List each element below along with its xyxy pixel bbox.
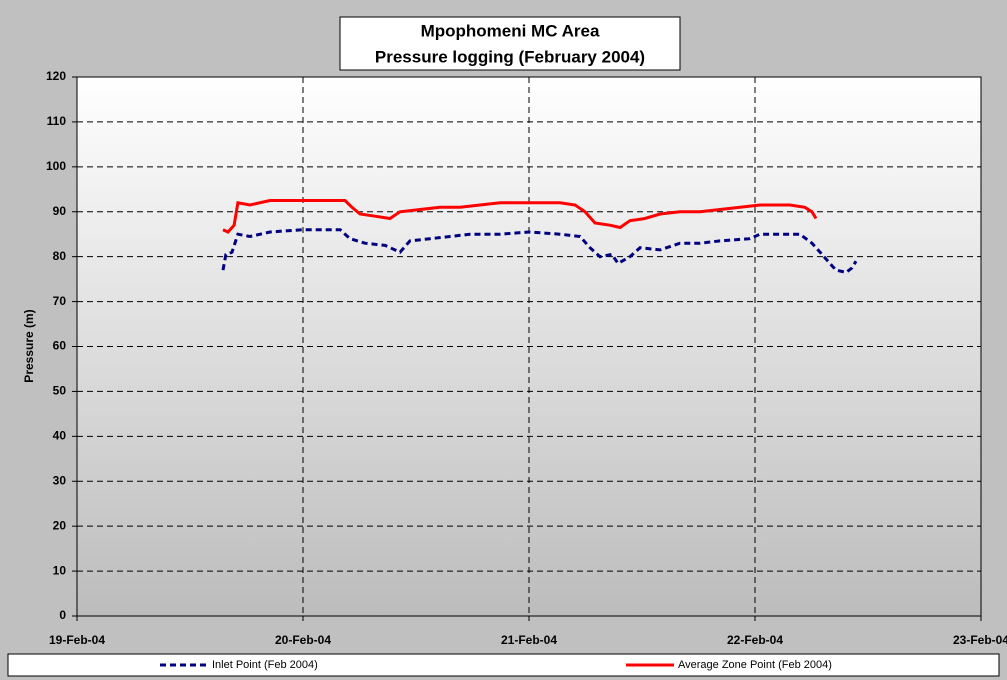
y-tick-label: 120 (46, 69, 66, 83)
chart-subtitle: Pressure logging (February 2004) (375, 47, 645, 66)
y-tick-label: 0 (59, 608, 66, 622)
title-box (339, 16, 681, 71)
legend-label: Average Zone Point (Feb 2004) (678, 659, 832, 671)
y-tick-label: 110 (47, 114, 67, 128)
y-tick-label: 20 (53, 518, 67, 532)
x-tick-label: 19-Feb-04 (49, 633, 105, 647)
y-tick-label: 30 (53, 473, 67, 487)
x-tick-label: 21-Feb-04 (501, 633, 557, 647)
y-tick-label: 50 (53, 384, 67, 398)
series-line (222, 199, 818, 234)
y-tick-label: 90 (53, 204, 67, 218)
y-tick-label: 60 (53, 339, 67, 353)
y-tick-label: 70 (53, 294, 67, 308)
chart-title: Mpophomeni MC Area (421, 21, 600, 40)
legend-label: Inlet Point (Feb 2004) (212, 659, 318, 671)
y-tick-label: 80 (53, 249, 67, 263)
y-axis-label: Pressure (m) (22, 309, 36, 382)
y-tick-label: 10 (53, 563, 67, 577)
legend (7, 653, 1000, 677)
x-tick-label: 20-Feb-04 (275, 633, 331, 647)
x-tick-label: 23-Feb-04 (953, 633, 1007, 647)
y-tick-label: 40 (53, 429, 67, 443)
y-tick-label: 100 (46, 159, 66, 173)
series-line (221, 228, 858, 275)
x-tick-label: 22-Feb-04 (727, 633, 783, 647)
